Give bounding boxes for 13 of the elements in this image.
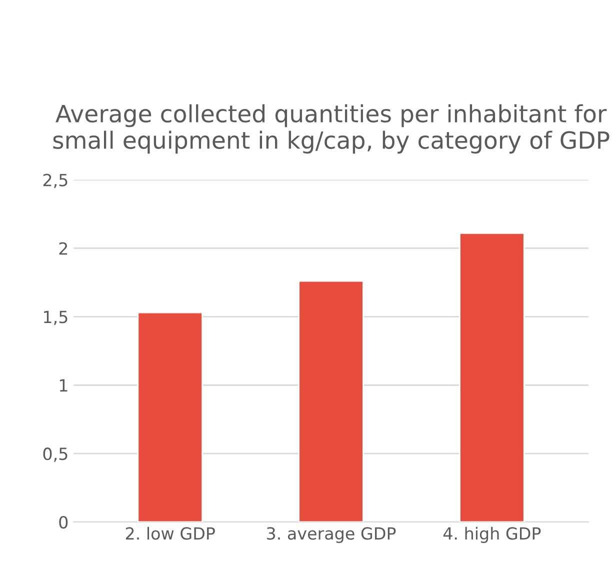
y-tick-label: 1,5 <box>44 310 68 325</box>
y-tick-label: 0 <box>59 516 68 529</box>
x-tick-label: 2. low GDP <box>126 526 215 540</box>
chart-title: Average collected quantities per inhabitant for small equipment in kg/cap, by category of GDP <box>53 104 610 154</box>
x-tick-label: 3. average GDP <box>267 527 396 543</box>
y-tick-label: 0,5 <box>43 448 68 462</box>
y-tick-label: 2 <box>59 242 68 255</box>
x-tick-label: 4. high GDP <box>443 526 541 543</box>
bar <box>459 232 525 522</box>
y-tick-label: 1 <box>60 379 68 392</box>
bar <box>137 312 203 522</box>
bar <box>298 280 364 522</box>
y-tick-label: 2,5 <box>43 174 68 188</box>
